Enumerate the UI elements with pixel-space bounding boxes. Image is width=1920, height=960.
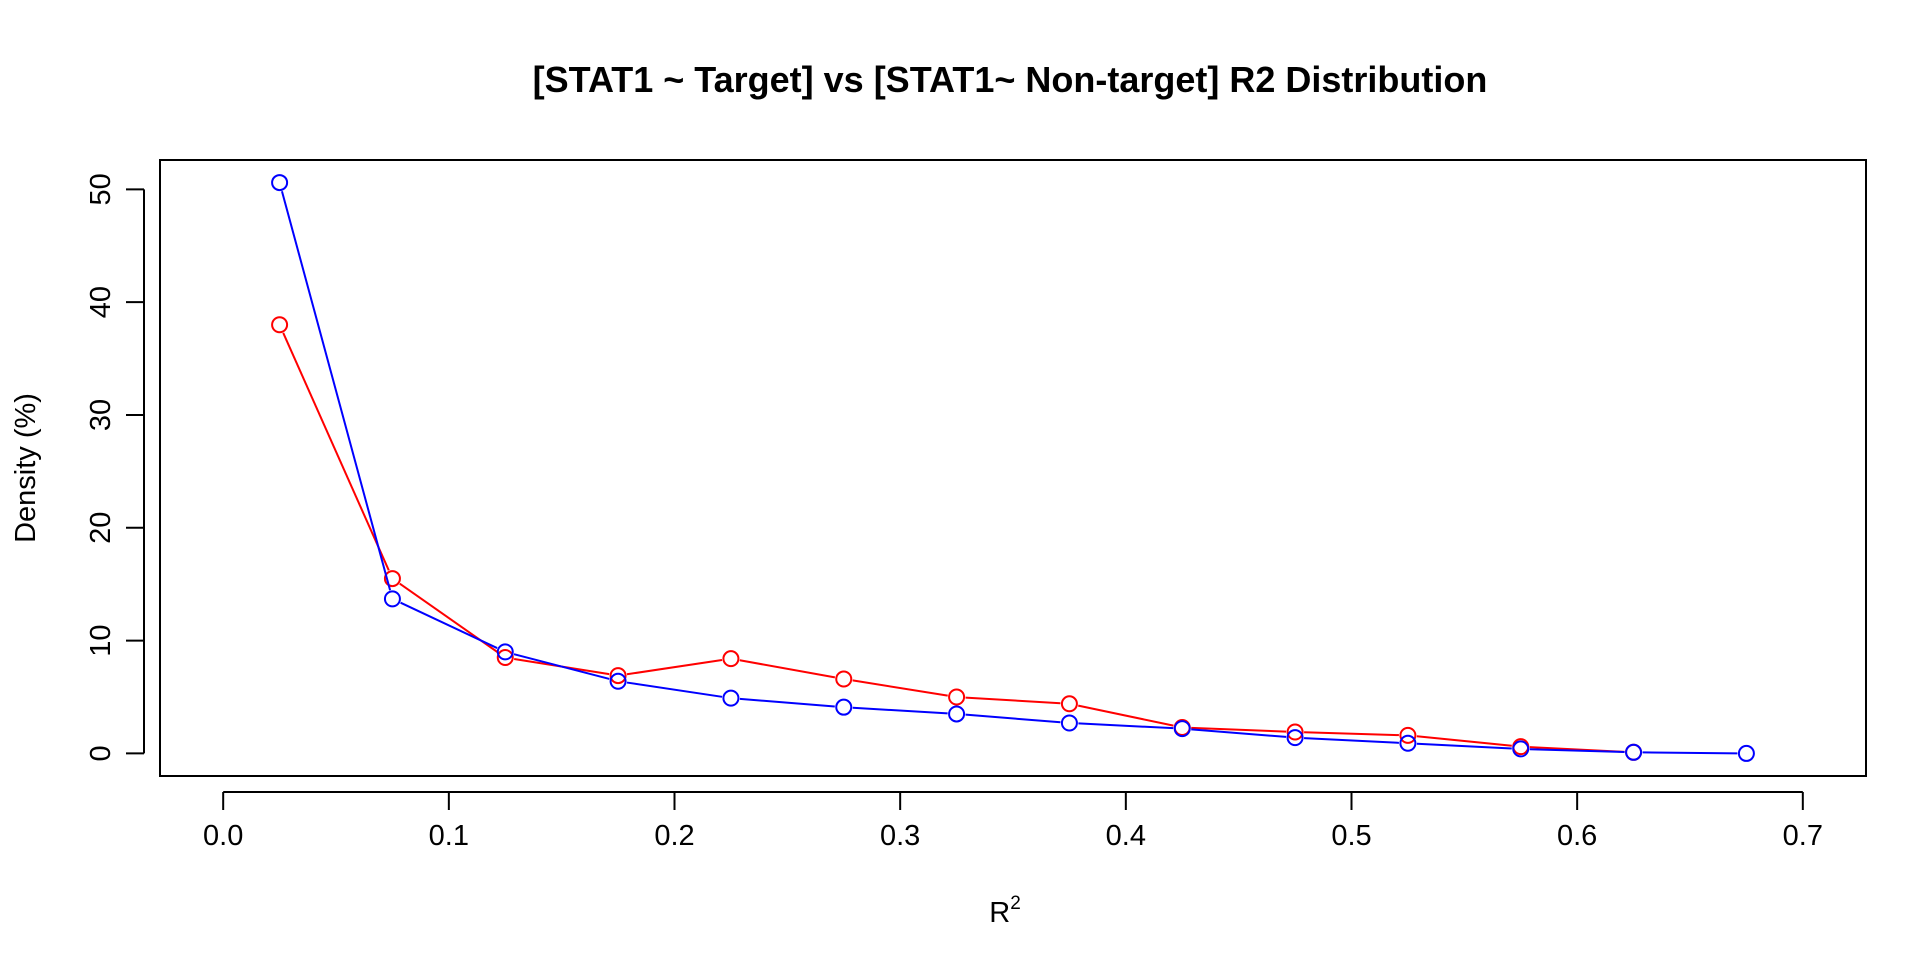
series-2-segment: [1416, 742, 1512, 750]
y-tick-label: 30: [85, 399, 117, 431]
series-2-segment: [1191, 728, 1287, 738]
series-1: [271, 316, 1643, 761]
y-tick-label: 50: [85, 173, 117, 205]
series-1-point: [271, 316, 289, 334]
x-axis-label: R2: [989, 893, 1021, 929]
x-axis-label-superscript: 2: [1010, 893, 1021, 914]
series-1-segment: [1191, 726, 1287, 733]
series-1-segment: [739, 659, 836, 679]
series-2-segment: [852, 706, 948, 715]
x-axis: 0.0 0.1 0.2 0.3 0.4 0.5 0.6 0.7: [203, 791, 1823, 852]
series-1-point: [383, 570, 401, 588]
series-2-point: [1512, 740, 1530, 758]
series-layer: [271, 174, 1755, 762]
series-2-segment: [280, 190, 392, 591]
x-tick-label: 0.7: [1783, 820, 1823, 852]
x-tick-label: 0.4: [1106, 820, 1146, 852]
series-1-segment: [852, 679, 948, 697]
series-2-point: [1399, 734, 1417, 752]
series-1-segment: [282, 332, 390, 571]
series-2-point: [271, 174, 289, 192]
series-2-point: [835, 698, 853, 716]
series-1-point: [722, 650, 740, 668]
series-1-point: [496, 649, 514, 667]
x-tick-label: 0.6: [1557, 820, 1597, 852]
series-1-segment: [626, 659, 723, 676]
x-tick-label: 0.5: [1331, 820, 1371, 852]
y-axis: 0 10 20 30 40 50: [85, 173, 145, 762]
series-2-point: [496, 643, 514, 661]
x-tick-label: 0.1: [429, 820, 469, 852]
series-1-segment: [1078, 704, 1174, 727]
series-2-segment: [1078, 722, 1174, 730]
series-1-segment: [965, 696, 1061, 705]
series-2-point: [1737, 744, 1755, 762]
series-1-point: [835, 670, 853, 688]
series-1-point: [1286, 723, 1304, 741]
series-1-point: [948, 688, 966, 706]
x-tick-label: 0.2: [654, 820, 694, 852]
y-tick-label: 10: [85, 624, 117, 656]
series-2-point: [1625, 743, 1643, 761]
series-1-point: [609, 667, 627, 685]
series-2-point: [1286, 729, 1304, 747]
y-tick-label: 0: [85, 745, 117, 761]
series-2-segment: [1642, 751, 1738, 755]
series-2-point: [609, 672, 627, 690]
series-2-segment: [1529, 748, 1625, 754]
plot-frame: [159, 159, 1867, 777]
x-tick-label: 0.3: [880, 820, 920, 852]
series-1-point: [1060, 695, 1078, 713]
series-2-segment: [513, 653, 610, 680]
x-tick-label: 0.0: [203, 820, 243, 852]
series-2-point: [1060, 714, 1078, 732]
y-tick-label: 40: [85, 286, 117, 318]
x-axis-label-base: R: [989, 897, 1010, 929]
series-1-segment: [1304, 731, 1399, 737]
series-2-point: [383, 590, 401, 608]
series-2-point: [722, 689, 740, 707]
series-1-segment: [1416, 735, 1512, 747]
series-2-segment: [965, 713, 1061, 724]
series-2-segment: [1304, 737, 1399, 744]
series-2-point: [948, 705, 966, 723]
series-2: [271, 174, 1755, 762]
y-axis-label: Density (%): [10, 393, 42, 543]
chart-title: [STAT1 ~ Target] vs [STAT1~ Non-target] …: [533, 59, 1488, 100]
series-2-segment: [739, 697, 835, 708]
series-2-point: [1173, 720, 1191, 738]
series-1-point: [1399, 726, 1417, 744]
series-2-segment: [626, 681, 723, 698]
y-tick-label: 20: [85, 512, 117, 544]
series-2-segment: [400, 601, 498, 649]
